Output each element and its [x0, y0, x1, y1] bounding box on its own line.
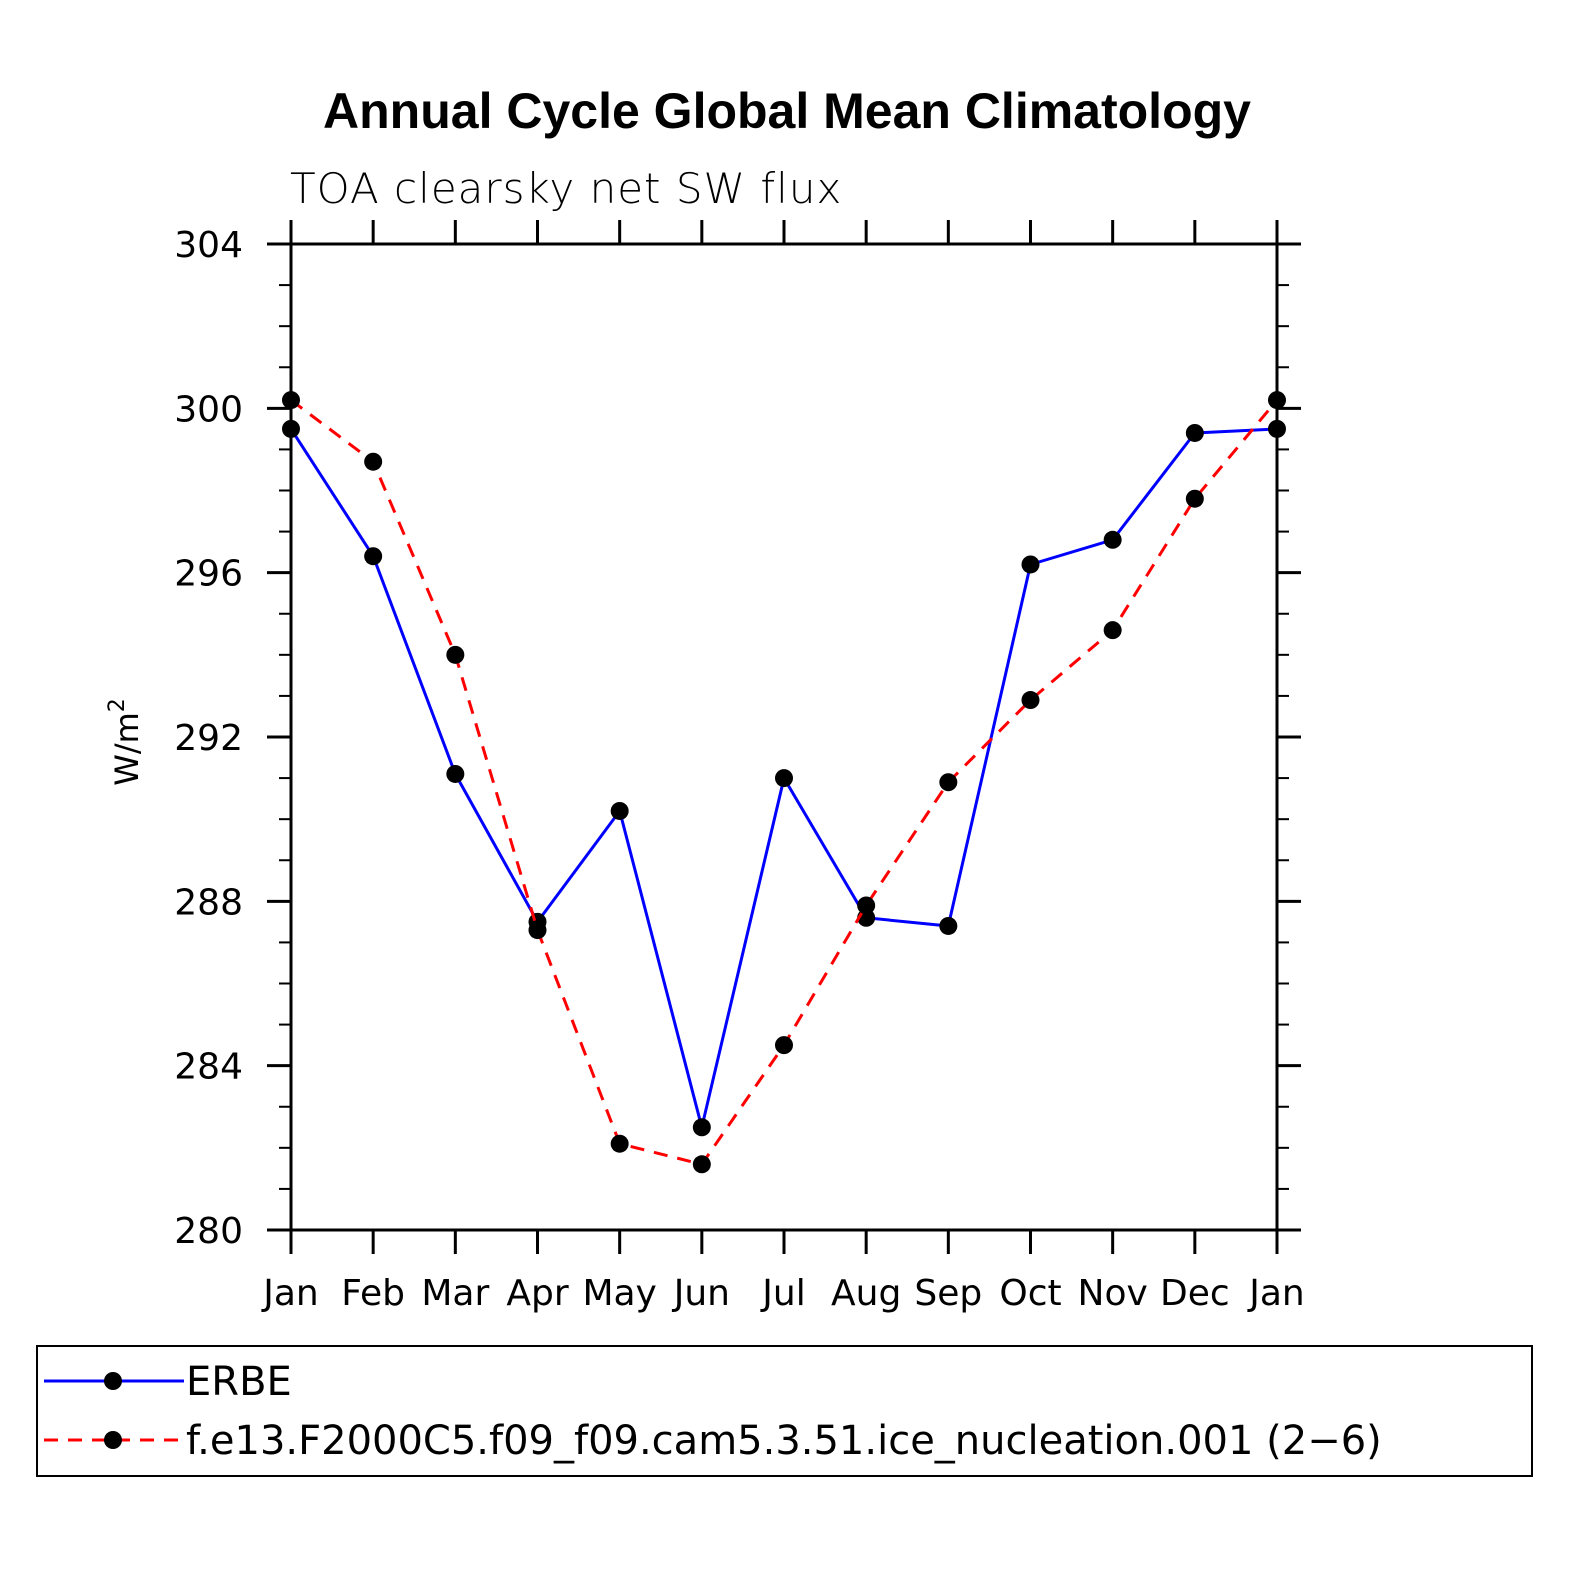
data-point	[939, 773, 958, 792]
legend-label-model: f.e13.F2000C5.f09_f09.cam5.3.51.ice_nucl…	[186, 1418, 1382, 1464]
x-tick-label: Jul	[760, 1273, 805, 1314]
y-tick-labels: 280 284 288 292 296 300 304	[174, 225, 243, 1252]
data-point	[446, 764, 465, 783]
x-tick-label: Jun	[672, 1273, 730, 1314]
data-point	[1103, 621, 1122, 640]
x-tick-label: Feb	[341, 1273, 405, 1314]
x-tick-label: Dec	[1160, 1273, 1230, 1314]
data-point	[775, 1036, 793, 1055]
data-point	[939, 916, 958, 935]
y-tick-label: 292	[174, 718, 243, 759]
data-point	[1185, 489, 1204, 508]
x-tick-label: Jan	[1247, 1273, 1305, 1314]
data-point	[282, 419, 300, 438]
data-point	[610, 1134, 629, 1153]
data-point	[528, 921, 547, 940]
data-point	[775, 769, 793, 788]
legend-marker-erbe	[104, 1372, 122, 1390]
data-point	[364, 547, 383, 566]
data-point	[1021, 691, 1040, 710]
x-tick-label: Aug	[831, 1273, 901, 1314]
data-point	[364, 452, 383, 471]
y-tick-label: 288	[174, 882, 243, 923]
axis-ticks	[267, 220, 1301, 1254]
x-tick-label: Oct	[999, 1273, 1061, 1314]
legend-box	[36, 1345, 1533, 1477]
y-tick-label: 296	[174, 554, 243, 595]
y-axis-label-text: W/m	[108, 712, 146, 786]
legend-label-erbe: ERBE	[186, 1359, 292, 1405]
series-layer	[282, 391, 1286, 1174]
x-tick-label: Apr	[506, 1273, 568, 1314]
legend-marker-model	[104, 1431, 122, 1449]
data-point	[692, 1118, 711, 1137]
x-tick-label: Jan	[261, 1273, 319, 1314]
y-tick-label: 300	[174, 389, 243, 430]
x-tick-labels: Jan Feb Mar Apr May Jun Jul Aug Sep Oct Nov Dec Jan	[261, 1273, 1305, 1314]
data-point	[857, 896, 876, 915]
y-axis-label: W/m2	[105, 698, 146, 786]
series-1	[282, 391, 1286, 1174]
data-point	[610, 801, 629, 820]
y-axis-label-superscript: 2	[105, 698, 130, 712]
x-tick-label: Nov	[1078, 1273, 1148, 1314]
chart-title: Annual Cycle Global Mean Climatology	[323, 83, 1251, 139]
data-point	[1268, 391, 1286, 410]
x-tick-label: Sep	[914, 1273, 982, 1314]
x-tick-label: Mar	[421, 1273, 489, 1314]
data-point	[1268, 419, 1286, 438]
y-tick-label: 280	[174, 1211, 243, 1252]
data-point	[1103, 530, 1122, 549]
data-point	[282, 391, 300, 410]
data-point	[692, 1155, 711, 1174]
data-point	[446, 645, 465, 664]
x-tick-label: May	[582, 1273, 656, 1314]
chart-subtitle: TOA clearsky net SW flux	[290, 164, 842, 213]
y-tick-label: 304	[174, 225, 243, 266]
y-tick-label: 284	[174, 1047, 243, 1088]
data-point	[1021, 555, 1040, 574]
data-point	[1185, 423, 1204, 442]
legend: ERBE f.e13.F2000C5.f09_f09.cam5.3.51.ice…	[36, 1345, 1533, 1477]
